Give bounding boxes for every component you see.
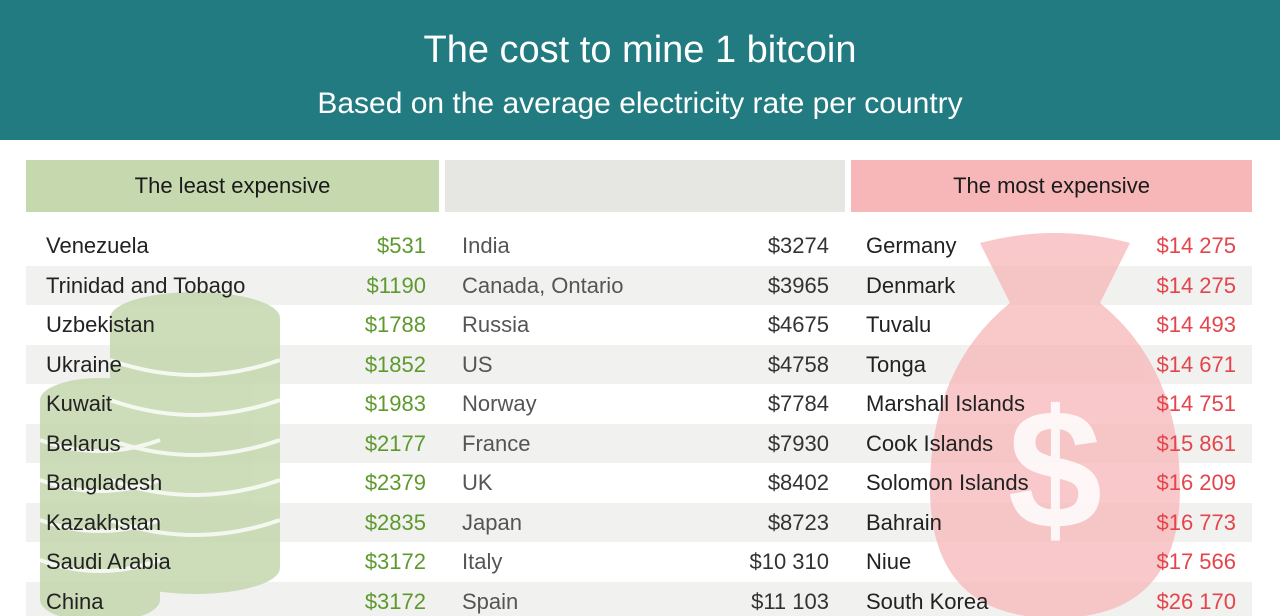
table-row-text: China $3172 Spain $11 103 South Korea $26 170 bbox=[26, 582, 1252, 616]
table-row-text: Bangladesh $2379 UK $8402 Solomon Islands $16… bbox=[26, 463, 1252, 503]
most-expensive-heading: The most expensive bbox=[851, 160, 1252, 212]
least-country: Uzbekistan bbox=[46, 312, 155, 337]
most-cost: $16 209 bbox=[1156, 470, 1236, 495]
least-country: Kuwait bbox=[46, 391, 113, 416]
most-cost: $14 275 bbox=[1156, 233, 1236, 258]
table-row-text: Ukraine $1852 US $4758 Tonga $14 671 bbox=[26, 345, 1252, 385]
most-cost: $14 751 bbox=[1156, 391, 1236, 416]
least-country: Venezuela bbox=[46, 233, 149, 258]
middle-cost: $7930 bbox=[767, 430, 829, 456]
header-banner: The cost to mine 1 bitcoin Based on the … bbox=[0, 0, 1280, 140]
most-country: Cook Islands bbox=[866, 430, 994, 456]
least-cost: $3172 bbox=[364, 588, 426, 614]
least-cost: $531 bbox=[377, 233, 426, 258]
most-cost: $16 773 bbox=[1156, 509, 1236, 535]
least-expensive-heading: The least expensive bbox=[26, 160, 439, 212]
middle-cost: $8723 bbox=[767, 509, 829, 535]
most-country: Bahrain bbox=[866, 509, 942, 535]
middle-cost: $4758 bbox=[767, 351, 829, 377]
most-country: Solomon Islands bbox=[866, 470, 1029, 495]
most-country: Tonga bbox=[866, 351, 926, 377]
middle-country: India bbox=[462, 233, 510, 258]
most-country: South Korea bbox=[866, 588, 989, 614]
most-country: Marshall Islands bbox=[866, 391, 1025, 416]
least-country: Belarus bbox=[46, 430, 121, 456]
middle-country: US bbox=[462, 351, 493, 377]
middle-country: Russia bbox=[462, 312, 530, 337]
least-country: Bangladesh bbox=[46, 470, 163, 495]
middle-cost: $8402 bbox=[767, 470, 829, 495]
least-country: Ukraine bbox=[46, 351, 122, 377]
middle-country: Spain bbox=[462, 588, 519, 614]
middle-heading bbox=[445, 160, 845, 212]
least-cost: $1190 bbox=[366, 272, 426, 298]
middle-country: Norway bbox=[462, 391, 537, 416]
page-title: The cost to mine 1 bitcoin bbox=[423, 29, 857, 71]
most-cost: $14 275 bbox=[1156, 272, 1236, 298]
most-country: Niue bbox=[866, 549, 912, 574]
least-cost: $1852 bbox=[364, 351, 426, 377]
middle-country: Canada, Ontario bbox=[462, 272, 624, 298]
middle-country: UK bbox=[462, 470, 493, 495]
middle-cost: $11 103 bbox=[751, 588, 829, 614]
table-row-text: Kuwait $1983 Norway $7784 Marshall Islands $1… bbox=[26, 384, 1252, 424]
middle-cost: $7784 bbox=[767, 391, 829, 416]
least-country: Kazakhstan bbox=[46, 509, 161, 535]
least-country: Saudi Arabia bbox=[46, 549, 171, 574]
table-row-text: Trinidad and Tobago $1190 Canada, Ontario $… bbox=[26, 266, 1252, 306]
most-cost: $15 861 bbox=[1156, 430, 1236, 456]
middle-cost: $3965 bbox=[767, 272, 829, 298]
most-cost: $17 566 bbox=[1156, 549, 1236, 574]
least-country: China bbox=[46, 588, 104, 614]
table-row-text: Saudi Arabia $3172 Italy $10 310 Niue $17 566 bbox=[26, 542, 1252, 582]
table-row-text: Venezuela $531 India $3274 Germany $14 275 bbox=[26, 226, 1252, 266]
middle-cost: $4675 bbox=[767, 312, 829, 337]
least-country: Trinidad and Tobago bbox=[46, 272, 246, 298]
most-country: Denmark bbox=[866, 272, 956, 298]
most-cost: $14 671 bbox=[1156, 351, 1236, 377]
middle-country: France bbox=[462, 430, 531, 456]
middle-cost: $3274 bbox=[767, 233, 829, 258]
cost-table-text: Venezuela $531 India $3274 Germany $14 275 Tri… bbox=[26, 226, 1252, 616]
table-row-text: Kazakhstan $2835 Japan $8723 Bahrain $16 773 bbox=[26, 503, 1252, 543]
middle-cost: $10 310 bbox=[749, 549, 829, 574]
most-cost: $26 170 bbox=[1156, 588, 1236, 614]
middle-country: Italy bbox=[462, 549, 503, 574]
most-cost: $14 493 bbox=[1156, 312, 1236, 337]
most-country: Tuvalu bbox=[866, 312, 932, 337]
page-subtitle: Based on the average electricity rate pe… bbox=[317, 87, 963, 120]
least-cost: $3172 bbox=[364, 549, 426, 574]
least-cost: $1983 bbox=[364, 391, 426, 416]
most-country: Germany bbox=[866, 233, 957, 258]
middle-country: Japan bbox=[462, 509, 522, 535]
table-row-text: Belarus $2177 France $7930 Cook Islands $15 8… bbox=[26, 424, 1252, 464]
least-cost: $2177 bbox=[364, 430, 426, 456]
table-row-text: Uzbekistan $1788 Russia $4675 Tuvalu $14 493 bbox=[26, 305, 1252, 345]
least-cost: $2379 bbox=[364, 470, 426, 495]
least-cost: $1788 bbox=[364, 312, 426, 337]
least-cost: $2835 bbox=[364, 509, 426, 535]
